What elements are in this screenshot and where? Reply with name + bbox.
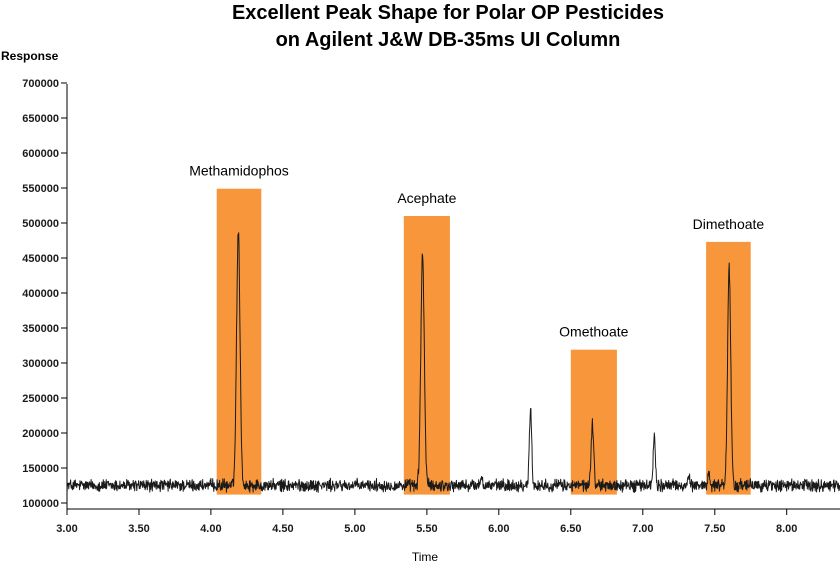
y-tick-label: 150000 <box>22 463 59 475</box>
peak-label-dimethoate: Dimethoate <box>693 216 765 232</box>
peak-label-methamidophos: Methamidophos <box>189 163 289 179</box>
y-tick-label: 400000 <box>22 288 59 300</box>
peak-labels: Methamidophos Acephate Omethoate Dimethoate <box>189 163 764 340</box>
y-tick-label: 550000 <box>22 183 59 195</box>
axes <box>66 84 840 510</box>
x-tick-label: 5.00 <box>344 523 365 535</box>
y-tick-label: 350000 <box>22 323 59 335</box>
x-tick-label: 8.00 <box>776 523 797 535</box>
peak-label-acephate: Acephate <box>397 190 456 206</box>
y-axis-title: Response <box>1 49 59 63</box>
x-tick-label: 7.00 <box>632 523 653 535</box>
highlight-band-omethoate <box>570 349 617 495</box>
trace-layer <box>66 232 840 493</box>
x-tick-label: 6.50 <box>560 523 581 535</box>
chart-title: Excellent Peak Shape for Polar OP Pestic… <box>232 2 664 24</box>
y-tick-label: 200000 <box>22 428 59 440</box>
x-tick-label: 3.50 <box>128 523 149 535</box>
x-axis-title: Time <box>412 550 439 562</box>
y-tick-label: 500000 <box>22 218 59 230</box>
x-tick-label: 6.00 <box>488 523 509 535</box>
x-tick-label: 4.00 <box>200 523 221 535</box>
x-tick-label: 4.50 <box>272 523 293 535</box>
x-tick-label: 7.50 <box>704 523 725 535</box>
y-tick-label: 250000 <box>22 393 59 405</box>
x-tick-label: 5.50 <box>416 523 437 535</box>
y-ticks: 100000 150000 200000 250000 300000 350000 4000… <box>22 78 67 510</box>
y-tick-label: 300000 <box>22 358 59 370</box>
highlight-bands <box>216 188 751 495</box>
highlight-band-acephate <box>403 216 450 495</box>
peak-label-omethoate: Omethoate <box>559 324 628 340</box>
x-tick-label: 3.00 <box>56 523 77 535</box>
chromatogram-trace <box>66 232 840 493</box>
y-tick-label: 700000 <box>22 78 59 90</box>
chart-subtitle: on Agilent J&W DB-35ms UI Column <box>276 29 621 51</box>
y-tick-label: 650000 <box>22 113 59 125</box>
y-tick-label: 450000 <box>22 253 59 265</box>
y-tick-label: 600000 <box>22 148 59 160</box>
x-ticks: 3.00 3.50 4.00 4.50 5.00 5.50 6.00 6.50 7.00 7.50… <box>56 509 797 535</box>
y-tick-label: 100000 <box>22 498 59 510</box>
